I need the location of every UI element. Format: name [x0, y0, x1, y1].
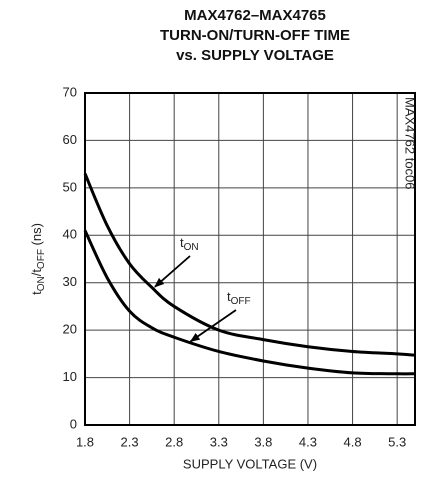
y-axis-label-part: t: [29, 291, 44, 295]
annotation-arrow: [154, 255, 191, 288]
annotation-arrow: [189, 309, 237, 343]
y-axis-label-part: (ns): [29, 223, 44, 249]
y-tick-label: 40: [63, 227, 77, 242]
x-tick-label: 3.3: [210, 434, 228, 449]
chart-title: vs. SUPPLY VOLTAGE: [176, 47, 334, 64]
legend-label-part: t: [180, 235, 184, 250]
y-tick-label: 20: [63, 322, 77, 337]
legend-label: tON: [180, 235, 199, 252]
legend-label: tOFF: [227, 289, 251, 306]
legend-label-part: ON: [184, 242, 199, 253]
y-tick-label: 30: [63, 274, 77, 289]
series-line: [83, 229, 416, 376]
plot-frame: [84, 92, 416, 426]
y-axis-label-part: OFF: [36, 249, 47, 269]
y-tick-label: 0: [70, 416, 77, 431]
y-tick-label: 70: [63, 84, 77, 99]
y-axis-label-part: /t: [29, 269, 44, 277]
x-tick-label: 4.3: [299, 434, 317, 449]
x-tick-label: 2.3: [121, 434, 139, 449]
legend-label-part: OFF: [231, 296, 251, 307]
x-tick-label: 4.8: [344, 434, 362, 449]
y-axis-label-part: ON: [36, 276, 47, 291]
chart-title: MAX4762–MAX4765: [184, 7, 326, 24]
y-tick-label: 10: [63, 369, 77, 384]
y-tick-label: 50: [63, 179, 77, 194]
legend-label-part: t: [227, 289, 231, 304]
y-tick-label: 60: [63, 132, 77, 147]
x-tick-label: 3.8: [254, 434, 272, 449]
x-axis-label: SUPPLY VOLTAGE (V): [183, 456, 317, 471]
y-axis-label: tON/tOFF (ns): [29, 223, 46, 295]
x-tick-label: 1.8: [76, 434, 94, 449]
side-note: MAX4762 toc06: [403, 97, 418, 190]
x-tick-label: 2.8: [165, 434, 183, 449]
series-line: [83, 173, 416, 357]
x-tick-label: 5.3: [388, 434, 406, 449]
chart-title: TURN-ON/TURN-OFF TIME: [160, 27, 350, 44]
